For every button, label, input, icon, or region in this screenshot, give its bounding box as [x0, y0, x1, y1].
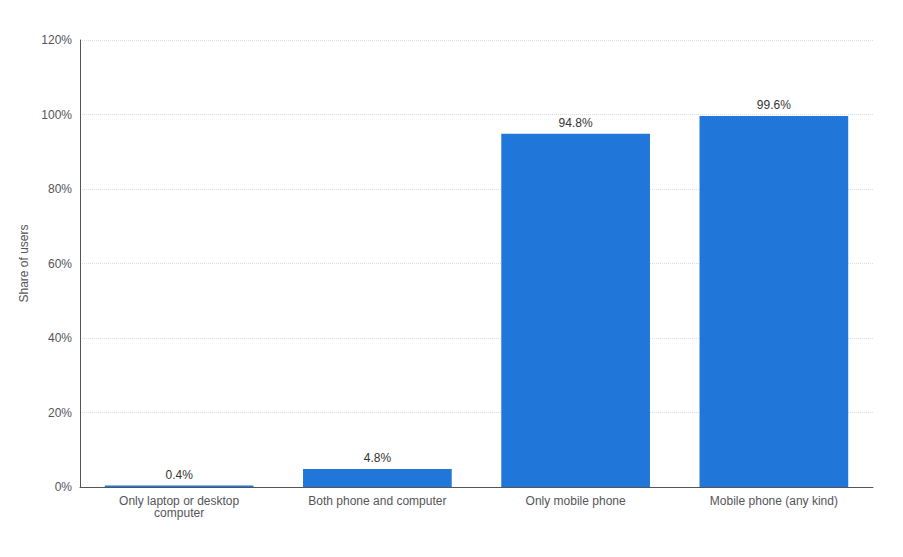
svg-text:120%: 120% — [41, 33, 72, 47]
svg-text:0.4%: 0.4% — [165, 468, 193, 482]
svg-text:100%: 100% — [41, 108, 72, 122]
svg-text:0%: 0% — [55, 480, 73, 494]
svg-text:99.6%: 99.6% — [757, 98, 791, 112]
svg-text:Share of users: Share of users — [17, 224, 31, 302]
svg-text:Mobile phone (any kind): Mobile phone (any kind) — [710, 494, 838, 508]
svg-text:20%: 20% — [48, 406, 72, 420]
svg-text:94.8%: 94.8% — [559, 116, 593, 130]
svg-text:computer: computer — [154, 506, 204, 520]
svg-text:Both phone and computer: Both phone and computer — [308, 494, 446, 508]
svg-text:40%: 40% — [48, 331, 72, 345]
svg-text:Only mobile phone: Only mobile phone — [526, 494, 626, 508]
svg-text:80%: 80% — [48, 182, 72, 196]
svg-text:Only laptop or desktop: Only laptop or desktop — [119, 494, 240, 508]
svg-text:4.8%: 4.8% — [364, 451, 392, 465]
svg-text:60%: 60% — [48, 257, 72, 271]
